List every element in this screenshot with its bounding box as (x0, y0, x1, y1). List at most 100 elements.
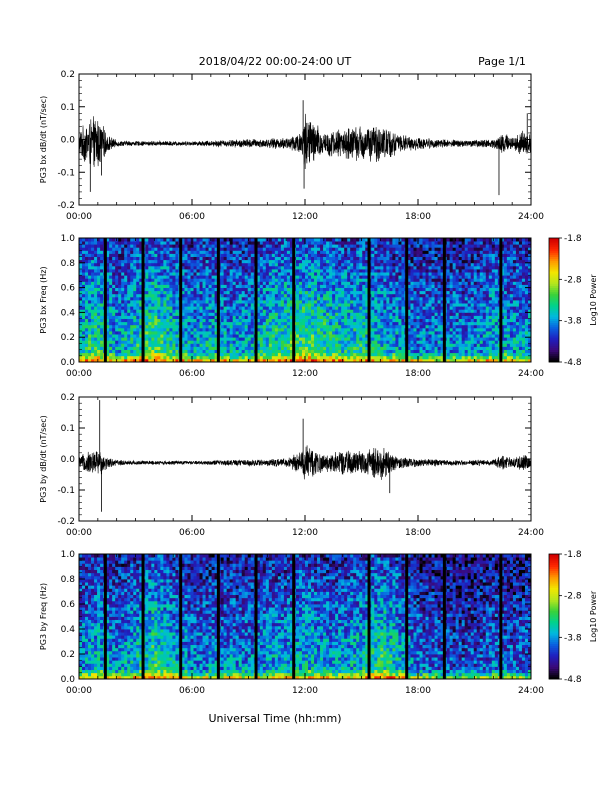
spectrogram-cell (223, 327, 228, 332)
spectrogram-cell (163, 331, 167, 335)
spectrogram-cell (193, 238, 197, 242)
spectrogram-cell (145, 259, 149, 264)
spectrogram-cell (250, 290, 255, 295)
spectrogram-cell (362, 253, 366, 257)
spectrogram-cell (323, 293, 327, 298)
spectrogram-cell (100, 340, 104, 344)
spectrogram-cell (112, 324, 116, 329)
spectrogram-cell (199, 327, 203, 332)
spectrogram-cell (130, 296, 134, 301)
spectrogram-cell (199, 250, 203, 254)
spectrogram-cell (371, 343, 375, 347)
spectrogram-cell (431, 293, 435, 298)
spectrogram-cell (190, 303, 194, 307)
spectrogram-cell (202, 281, 206, 285)
spectrogram-cell (353, 355, 357, 360)
spectrogram-cell (166, 253, 170, 257)
spectrogram-cell (301, 312, 306, 316)
spectrogram-cell (274, 247, 279, 251)
spectrogram-cell (425, 318, 429, 323)
spectrogram-cell (199, 244, 203, 248)
spectrogram-cell (145, 256, 149, 261)
spectrogram-cell (256, 358, 261, 363)
spectrogram-cell (136, 309, 140, 313)
spectrogram-cell (166, 312, 170, 316)
spectrogram-cell (392, 290, 396, 295)
spectrogram-cell (100, 241, 104, 245)
spectrogram-cell (211, 306, 215, 310)
spectrogram-cell (193, 296, 197, 301)
spectrogram-cell (232, 349, 237, 354)
spectrogram-cell (365, 315, 369, 319)
spectrogram-cell (413, 293, 417, 298)
spectrogram-cell (289, 300, 294, 304)
spectrogram-cell (356, 275, 360, 279)
spectrogram-cell (211, 309, 215, 313)
spectrogram-cell (160, 303, 164, 307)
spectrogram-cell (199, 259, 203, 264)
spectrogram-cell (82, 346, 86, 350)
spectrogram-cell (226, 247, 231, 251)
spectrogram-cell (428, 265, 432, 270)
spectrogram-cell (329, 306, 333, 310)
spectrogram-cell (220, 238, 225, 242)
spectrogram-cell (82, 300, 86, 304)
spectrogram-cell (314, 334, 318, 338)
spectrogram-cell (377, 303, 381, 307)
spectrogram-cell (380, 337, 384, 341)
spectrogram-cell (268, 331, 273, 335)
spectrogram-cell (422, 262, 426, 267)
spectrogram-cell (265, 241, 270, 245)
spectrogram-cell (124, 331, 128, 335)
spectrogram-cell (163, 262, 167, 267)
spectrogram-cell (148, 337, 152, 341)
spectrogram-cell (338, 284, 342, 288)
spectrogram-cell (91, 250, 95, 254)
spectrogram-cell (85, 337, 89, 341)
spectrogram-cell (274, 250, 279, 254)
spectrogram-cell (112, 256, 116, 261)
spectrogram-cell (190, 284, 194, 288)
spectrogram-cell (274, 253, 279, 257)
spectrogram-cell (407, 265, 411, 270)
spectrogram-cell (205, 331, 209, 335)
spectrogram-cell (308, 346, 312, 350)
spectrogram-cell (350, 241, 354, 245)
spectrogram-cell (85, 253, 89, 257)
spectrogram-cell (395, 253, 399, 257)
spectrogram-cell (208, 275, 212, 279)
spectrogram-cell (256, 290, 261, 295)
spectrogram-cell (97, 284, 101, 288)
spectrogram-cell (241, 346, 246, 350)
spectrogram-cell (151, 293, 155, 298)
spectrogram-cell (166, 315, 170, 319)
spectrogram-cell (305, 343, 309, 347)
spectrogram-cell (106, 247, 110, 251)
spectrogram-cell (100, 358, 104, 363)
spectrogram-cell (308, 327, 312, 332)
spectrogram-cell (277, 290, 282, 295)
spectrogram-cell (82, 265, 86, 270)
spectrogram-cell (241, 303, 246, 307)
spectrogram-cell (148, 238, 152, 242)
spectrogram-cell (440, 253, 445, 257)
spectrogram-cell (271, 327, 276, 332)
spectrogram-cell (175, 352, 179, 357)
spectrogram-cell (259, 312, 264, 316)
spectrogram-cell (323, 343, 327, 347)
spectrogram-cell (100, 343, 104, 347)
spectrogram-cell (91, 262, 95, 267)
spectrogram-cell (353, 306, 357, 310)
spectrogram-cell (298, 352, 303, 357)
spectrogram-cell (133, 247, 137, 251)
spectrogram-cell (434, 269, 438, 273)
spectrogram-cell (229, 315, 234, 319)
spectrogram-cell (124, 250, 128, 254)
spectrogram-cell (193, 355, 197, 360)
spectrogram-cell (317, 321, 321, 326)
spectrogram-cell (289, 312, 294, 316)
spectrogram-cell (88, 331, 92, 335)
spectrogram-cell (437, 293, 441, 298)
spectrogram-cell (440, 259, 445, 264)
spectrogram-cell (79, 296, 83, 301)
